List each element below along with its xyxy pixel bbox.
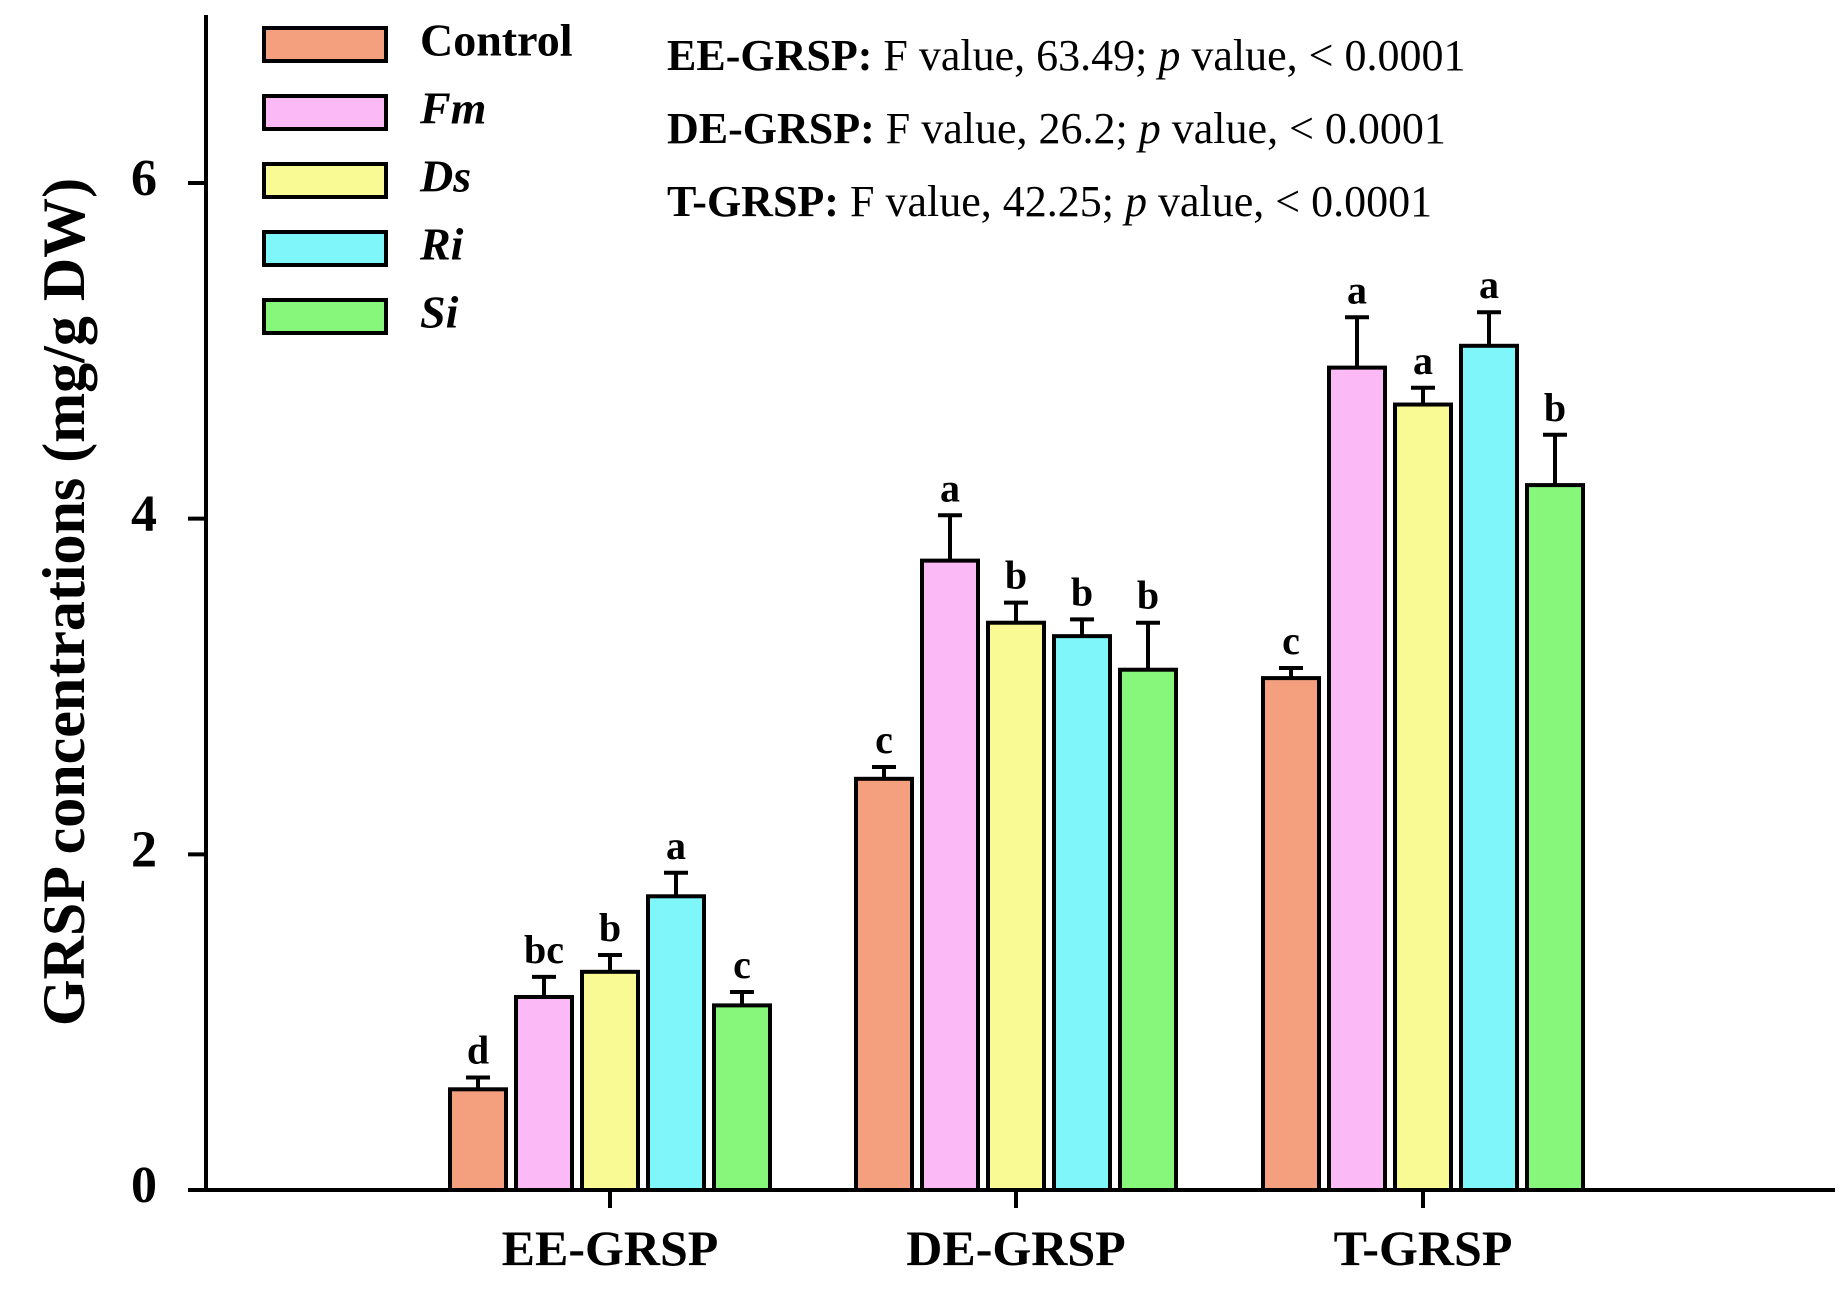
anova-separator: [872, 31, 883, 80]
bar-fm-ee-grsp: [514, 994, 574, 1192]
legend-label-ri: Ri: [419, 219, 464, 270]
significance-letter: a: [1413, 338, 1433, 383]
significance-letter: b: [1544, 385, 1566, 430]
legend-label-fm: Fm: [419, 83, 486, 134]
bar-si-t-grsp: [1525, 483, 1585, 1193]
y-tick-label: 0: [131, 1157, 157, 1214]
anova-separator: [839, 177, 850, 226]
y-tick-label: 4: [131, 486, 157, 543]
anova-line: EE-GRSP: F value, 63.49; p value, < 0.00…: [667, 31, 1465, 80]
legend-swatch-ri: [262, 230, 388, 267]
x-category-label: DE-GRSP: [906, 1220, 1125, 1276]
anova-line: T-GRSP: F value, 42.25; p value, < 0.000…: [667, 177, 1432, 226]
significance-letter: bc: [524, 927, 564, 972]
bar-ri-de-grsp: [1052, 634, 1112, 1192]
significance-letter: b: [1005, 553, 1027, 598]
anova-f-prefix: F value,: [850, 177, 1003, 226]
x-category-label: EE-GRSP: [502, 1220, 719, 1276]
significance-letter: b: [1137, 573, 1159, 618]
anova-f-value: 63.49: [1036, 31, 1135, 80]
anova-p-text: value, < 0.0001: [1180, 31, 1465, 80]
legend-label-control: Control: [420, 15, 573, 66]
anova-p-text: value, < 0.0001: [1161, 104, 1446, 153]
y-axis-title: GRSP concentrations (mg/g DW): [31, 178, 97, 1026]
legend-label-si: Si: [420, 287, 459, 338]
significance-letter: c: [733, 942, 751, 987]
bar-si-de-grsp: [1118, 667, 1178, 1192]
anova-line: DE-GRSP: F value, 26.2; p value, < 0.000…: [667, 104, 1446, 153]
significance-letter: b: [1071, 569, 1093, 614]
significance-letter: a: [1347, 267, 1367, 312]
anova-label: T-GRSP:: [667, 177, 839, 226]
anova-separator: [875, 104, 886, 153]
y-tick-label: 6: [131, 150, 157, 207]
anova-separator: ;: [1102, 177, 1125, 226]
anova-f-value: 26.2: [1039, 104, 1116, 153]
bar-ds-ee-grsp: [580, 969, 640, 1192]
anova-label: DE-GRSP:: [667, 104, 875, 153]
anova-separator: ;: [1116, 104, 1139, 153]
anova-f-value: 42.25: [1003, 177, 1102, 226]
bar-fm-de-grsp: [920, 558, 980, 1192]
bar-si-ee-grsp: [712, 1003, 772, 1193]
legend-swatch-ds: [262, 162, 388, 199]
legend-swatch-control: [262, 26, 388, 63]
significance-letter: d: [467, 1028, 489, 1073]
y-ticks: 0 2 4 6: [131, 150, 206, 1214]
significance-letter: b: [599, 905, 621, 950]
bar-ri-ee-grsp: [646, 894, 706, 1193]
bar-ds-t-grsp: [1393, 402, 1453, 1193]
legend: Control Fm Ds Ri Si: [262, 15, 573, 338]
bar-ri-t-grsp: [1459, 343, 1519, 1192]
bar-control-ee-grsp: [448, 1087, 508, 1193]
anova-p-label: p: [1136, 104, 1161, 153]
x-category-label: T-GRSP: [1334, 1220, 1513, 1276]
anova-p-label: p: [1122, 177, 1147, 226]
anova-p-label: p: [1155, 31, 1180, 80]
anova-p-text: value, < 0.0001: [1147, 177, 1432, 226]
significance-letter: c: [875, 717, 893, 762]
significance-letter: a: [940, 465, 960, 510]
legend-swatch-fm: [262, 94, 388, 131]
legend-label-ds: Ds: [419, 151, 471, 202]
x-ticks: EE-GRSP DE-GRSP T-GRSP: [502, 1190, 1513, 1276]
anova-separator: ;: [1135, 31, 1158, 80]
bars-layer: [448, 343, 1585, 1193]
legend-swatch-si: [262, 298, 388, 335]
significance-letter: a: [666, 823, 686, 868]
y-tick-label: 2: [131, 821, 157, 878]
significance-letter: a: [1479, 262, 1499, 307]
bar-fm-t-grsp: [1327, 365, 1387, 1193]
bar-ds-de-grsp: [986, 620, 1046, 1192]
anova-f-prefix: F value,: [883, 31, 1036, 80]
bar-control-de-grsp: [854, 776, 914, 1193]
anova-label: EE-GRSP:: [667, 31, 872, 80]
anova-f-prefix: F value,: [886, 104, 1039, 153]
error-bars-layer: [466, 310, 1567, 1090]
anova-annotations: EE-GRSP: F value, 63.49; p value, < 0.00…: [667, 31, 1465, 226]
significance-letter: c: [1282, 618, 1300, 663]
bar-control-t-grsp: [1261, 676, 1321, 1192]
